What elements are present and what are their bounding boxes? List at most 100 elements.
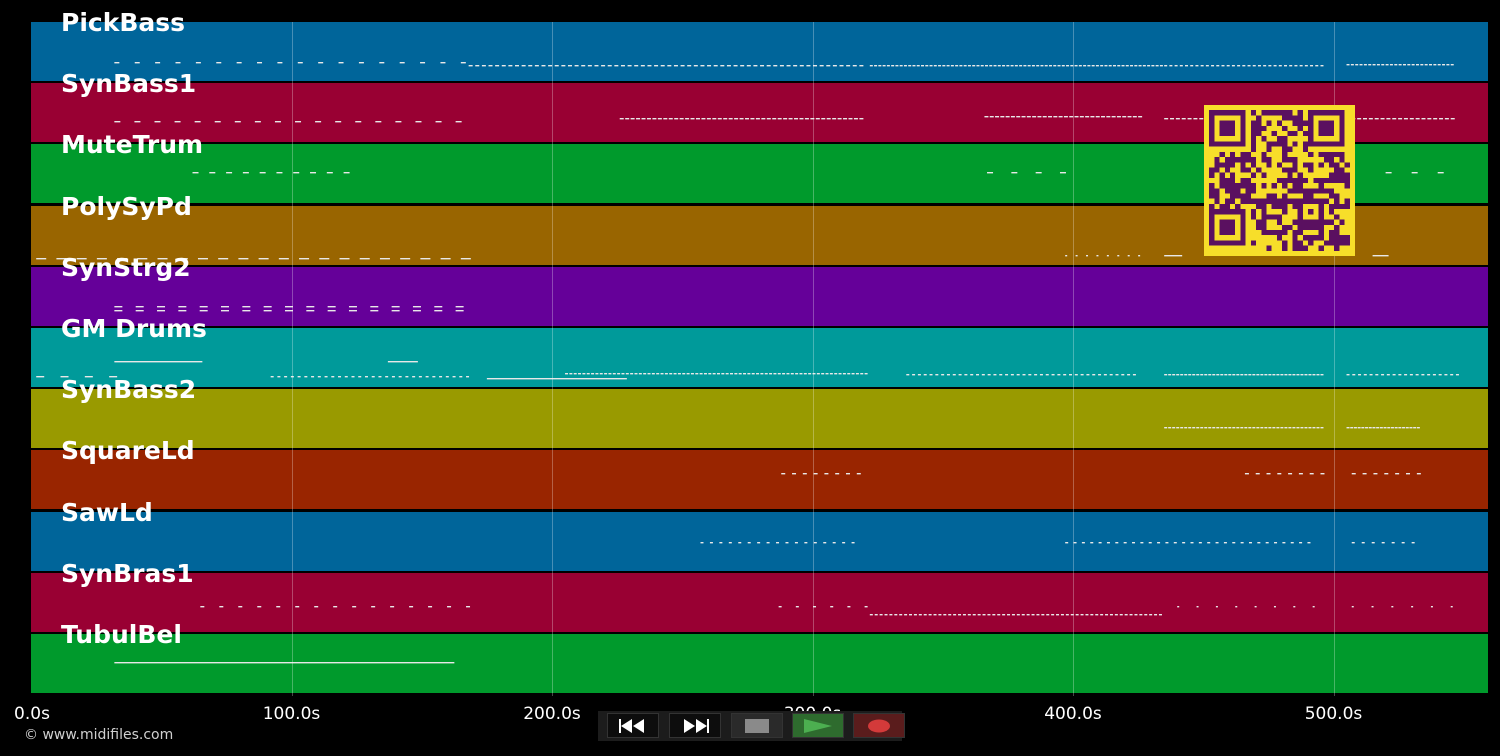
note — [1176, 374, 1180, 376]
qr-module — [1230, 177, 1236, 184]
note — [1056, 613, 1060, 616]
note — [242, 305, 251, 308]
note — [625, 373, 629, 375]
note — [1254, 605, 1257, 608]
note — [740, 65, 745, 67]
note — [695, 373, 699, 375]
rewind-button[interactable] — [607, 713, 659, 738]
stop-button[interactable] — [731, 713, 783, 738]
note — [725, 373, 729, 375]
qr-module — [1344, 203, 1350, 210]
note — [221, 305, 230, 308]
note — [756, 373, 760, 375]
track-synbras1[interactable]: SynBras1 — [31, 559, 1488, 632]
note — [348, 309, 357, 312]
note — [964, 374, 968, 376]
qr-module — [1292, 235, 1298, 241]
note — [766, 65, 771, 67]
note — [1257, 541, 1261, 543]
fast-forward-button[interactable] — [669, 713, 721, 738]
note — [297, 376, 301, 378]
note — [1101, 116, 1106, 118]
note — [686, 373, 690, 375]
note — [1260, 427, 1264, 429]
note — [434, 305, 443, 308]
qr-module — [1235, 193, 1241, 199]
note — [842, 541, 846, 543]
note — [134, 121, 141, 123]
note — [716, 373, 720, 375]
note — [1065, 254, 1068, 256]
qr-module — [1318, 224, 1324, 230]
note — [1026, 116, 1031, 118]
play-button[interactable] — [792, 713, 844, 738]
note — [1260, 374, 1264, 376]
record-button[interactable] — [853, 713, 905, 738]
track-name: TubulBel — [61, 620, 182, 649]
track-area[interactable]: PickBass SynBass1 MuteTrum PolySyPd SynStrg2… — [31, 8, 1488, 696]
note — [1208, 427, 1212, 429]
note — [1265, 541, 1269, 543]
qr-module — [1344, 172, 1350, 178]
note — [1006, 65, 1010, 67]
qr-module — [1271, 193, 1277, 199]
qr-module — [1302, 235, 1309, 241]
note — [117, 257, 128, 259]
note — [1237, 65, 1241, 67]
track-tubulbel[interactable]: TubulBel — [31, 620, 1488, 693]
track-synbass2[interactable]: SynBass2 — [31, 375, 1488, 449]
note — [379, 257, 390, 259]
note — [1196, 605, 1199, 608]
track-gm-drums[interactable]: GM Drums — [31, 314, 1488, 387]
note — [604, 373, 608, 375]
qr-module — [1282, 209, 1288, 215]
note — [660, 65, 665, 67]
note — [1312, 374, 1316, 376]
note — [1124, 613, 1128, 616]
note — [1282, 541, 1286, 543]
note — [1284, 427, 1288, 429]
note — [1057, 374, 1061, 376]
note — [747, 541, 751, 543]
note — [1308, 427, 1312, 429]
track-sawld[interactable]: SawLd — [31, 498, 1488, 571]
track-notes — [700, 541, 1415, 543]
qr-module — [1308, 167, 1314, 173]
note — [894, 613, 898, 616]
note — [1106, 116, 1111, 118]
note — [561, 65, 566, 67]
note — [1444, 118, 1449, 120]
qr-module — [1339, 167, 1345, 173]
track-synstrg2[interactable]: SynStrg2 — [31, 253, 1488, 326]
note — [1223, 541, 1227, 543]
note — [157, 309, 166, 312]
note — [987, 172, 994, 174]
stop-shape — [745, 718, 769, 733]
note — [412, 309, 421, 312]
qr-module — [1261, 172, 1267, 178]
note — [276, 605, 281, 608]
qr-module — [1224, 157, 1231, 163]
note — [1092, 374, 1096, 376]
note — [825, 373, 829, 375]
note — [1174, 65, 1178, 67]
note — [1048, 65, 1052, 67]
note — [1411, 541, 1415, 543]
note — [324, 376, 328, 378]
note — [682, 373, 686, 375]
note — [1027, 65, 1031, 67]
qr-module — [1276, 214, 1283, 220]
note — [713, 65, 718, 67]
note — [1123, 541, 1127, 543]
qr-module — [1292, 219, 1298, 225]
qr-module — [1287, 146, 1293, 152]
note — [810, 118, 815, 120]
qr-module — [1256, 115, 1262, 121]
track-pickbass[interactable]: PickBass — [31, 8, 1488, 81]
qr-module — [1339, 235, 1345, 241]
track-squareld[interactable]: SquareLd — [31, 436, 1488, 510]
note — [846, 65, 851, 67]
note — [326, 172, 333, 174]
qr-module — [1230, 183, 1236, 189]
qr-module — [1282, 167, 1288, 173]
